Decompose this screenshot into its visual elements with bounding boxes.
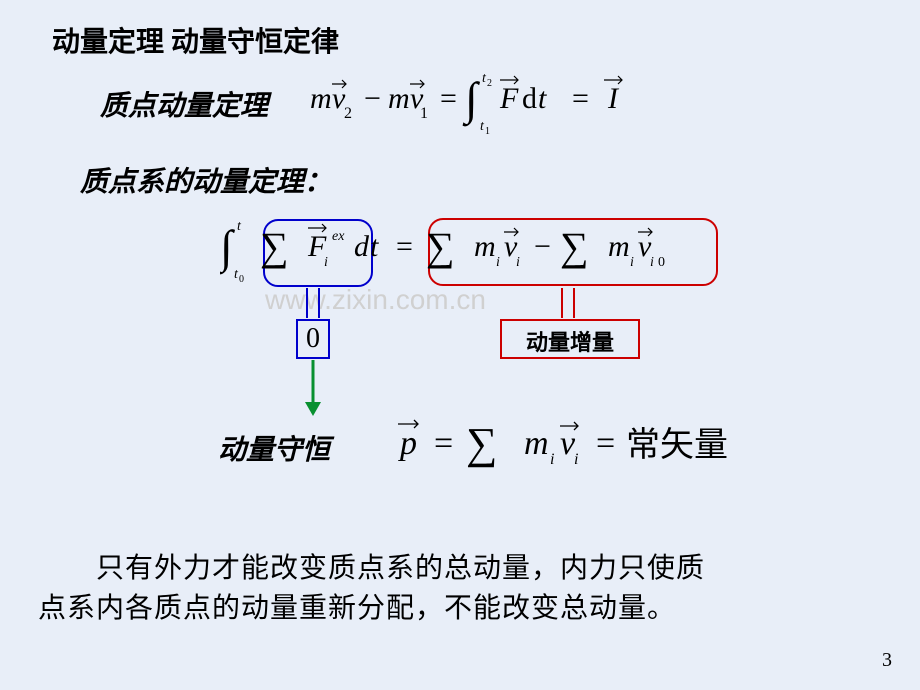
svg-text:常矢量: 常矢量 (626, 426, 728, 464)
svg-text:t: t (538, 82, 547, 115)
red-double-arrow (555, 288, 585, 322)
svg-text:m: m (524, 425, 549, 462)
svg-text:ex: ex (332, 229, 345, 244)
formula-conservation: p = ∑ m i v i = 常矢量 (390, 408, 820, 478)
svg-text:∑: ∑ (466, 419, 497, 468)
conservation-label: 动量守恒 (218, 428, 330, 468)
formula-system: ∫ t t 0 ∑ F i ex d t = ∑ m i v i − ∑ m i… (220, 212, 740, 292)
svg-text:∫: ∫ (220, 221, 235, 275)
svg-text:i: i (650, 255, 654, 270)
svg-text:i: i (574, 451, 578, 468)
svg-text:i: i (550, 451, 554, 468)
green-arrow (300, 360, 330, 420)
svg-text:=: = (596, 425, 615, 462)
svg-text:=: = (572, 82, 589, 115)
svg-text:0: 0 (239, 274, 244, 285)
svg-text:=: = (396, 230, 413, 263)
svg-text:∑: ∑ (560, 224, 589, 269)
body-line2: 点系内各质点的动量重新分配，不能改变总动量。 (38, 586, 676, 626)
page-number: 3 (882, 649, 892, 672)
svg-text:∑: ∑ (260, 224, 289, 269)
svg-text:0: 0 (658, 255, 665, 270)
svg-text:t: t (370, 230, 379, 263)
svg-text:∑: ∑ (426, 224, 455, 269)
svg-text:m: m (388, 82, 410, 115)
svg-text:i: i (630, 255, 634, 270)
momentum-increment-label: 动量增量 (500, 325, 640, 357)
formula-impulse: m v 2 − m v 1 = ∫ t 2 t 1 F d t = I (310, 66, 730, 136)
svg-text:I: I (607, 82, 620, 115)
svg-text:F: F (499, 82, 519, 115)
svg-text:i: i (496, 255, 500, 270)
svg-text:1: 1 (485, 126, 490, 136)
svg-text:−: − (364, 82, 381, 115)
svg-text:2: 2 (344, 105, 352, 122)
title-main: 动量定理 动量守恒定律 (52, 20, 339, 60)
svg-text:i: i (516, 255, 520, 270)
svg-text:i: i (324, 255, 328, 270)
svg-text:∫: ∫ (462, 73, 480, 127)
svg-text:d: d (522, 82, 537, 115)
title-particle: 质点动量定理 (100, 84, 268, 124)
svg-text:2: 2 (487, 78, 492, 89)
svg-text:p: p (398, 425, 417, 462)
svg-text:d: d (354, 230, 370, 263)
svg-text:m: m (608, 230, 630, 263)
body-line1: 只有外力才能改变质点系的总动量，内力只使质 (38, 546, 705, 586)
svg-text:=: = (434, 425, 453, 462)
svg-text:t: t (237, 219, 242, 234)
svg-text:m: m (474, 230, 496, 263)
svg-text:1: 1 (420, 105, 428, 122)
blue-double-arrow (300, 288, 330, 322)
svg-text:m: m (310, 82, 332, 115)
title-system: 质点系的动量定理： (80, 160, 332, 200)
zero-box: 0 (296, 319, 330, 359)
svg-text:−: − (534, 230, 551, 263)
svg-text:=: = (440, 82, 457, 115)
